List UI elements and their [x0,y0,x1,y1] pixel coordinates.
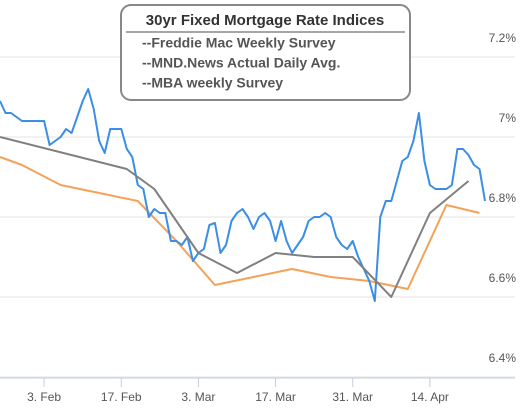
legend-box [120,4,411,101]
x-tick-label: 17. Feb [101,390,142,404]
x-tick-label: 17. Mar [255,390,296,404]
x-tick-label: 3. Mar [181,390,215,404]
legend-item: --Freddie Mac Weekly Survey [142,35,336,51]
series-line [0,136,470,298]
y-tick-label: 6.4% [489,351,517,365]
y-tick-label: 6.6% [489,271,517,285]
series-line [0,156,480,290]
chart-title: 30yr Fixed Mortgage Rate Indices [146,12,384,29]
x-tick-label: 14. Apr [411,390,449,404]
x-tick-label: 3. Feb [27,390,61,404]
legend-item: --MBA weekly Survey [142,75,283,91]
y-tick-label: 6.8% [489,191,517,205]
y-tick-label: 7.2% [489,31,517,45]
legend: 30yr Fixed Mortgage Rate Indices --Fredd… [120,4,411,101]
series-line [0,88,486,302]
x-tick-label: 31. Mar [332,390,373,404]
y-tick-label: 7% [499,111,517,125]
legend-item: --MND.News Actual Daily Avg. [142,55,340,71]
